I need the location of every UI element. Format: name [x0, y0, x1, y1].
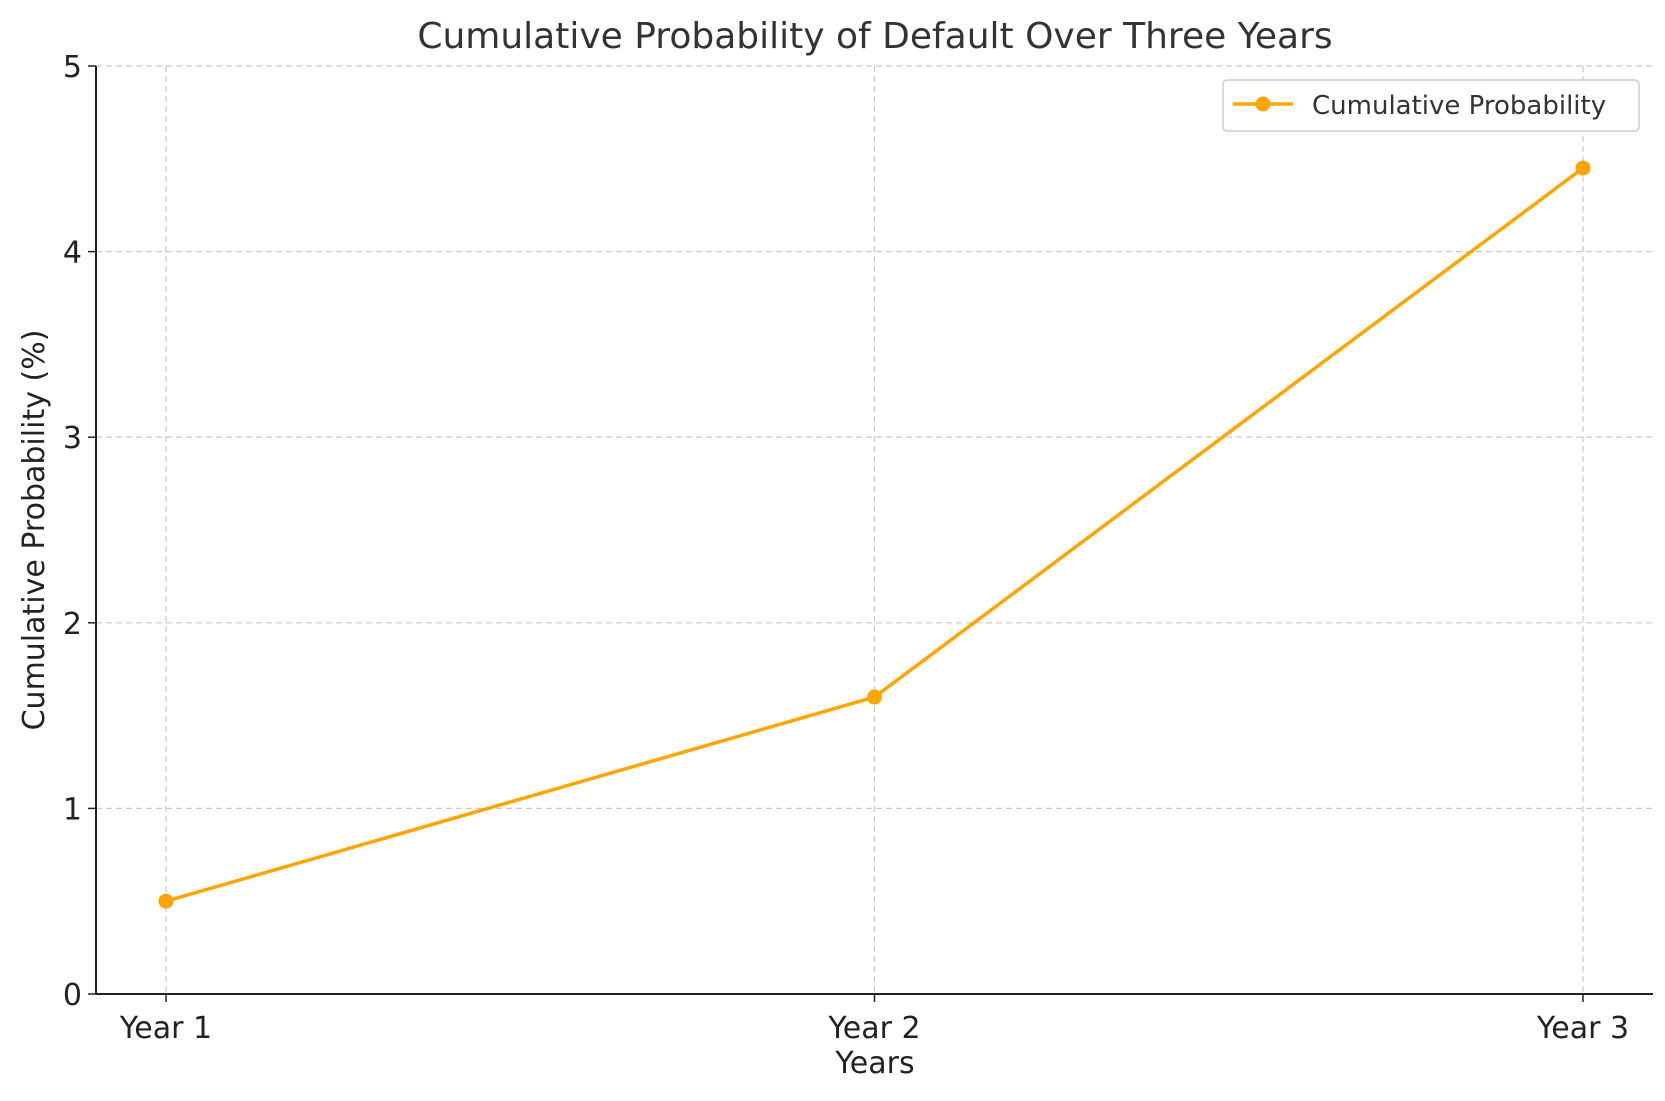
x-axis-label: Years: [834, 1046, 914, 1081]
series: [158, 160, 1591, 909]
data-point: [867, 689, 882, 705]
grid: [96, 65, 1653, 995]
y-tick-label: 2: [63, 607, 82, 642]
y-tick-label: 1: [63, 792, 82, 827]
axes: [88, 65, 1653, 1002]
legend-box: [1222, 79, 1640, 132]
legend-marker-swatch: [1255, 96, 1271, 112]
y-tick-label: 3: [63, 421, 82, 456]
x-tick-label: Year 3: [1536, 1011, 1629, 1046]
data-point: [158, 893, 174, 909]
legend-label: Cumulative Probability: [1312, 91, 1606, 121]
chart-title: Cumulative Probability of Default Over T…: [417, 16, 1332, 57]
legend: Cumulative Probability: [1222, 79, 1640, 132]
x-tick-label: Year 1: [119, 1011, 212, 1046]
y-axis-label: Cumulative Probability (%): [17, 330, 52, 731]
y-tick-label: 4: [63, 236, 82, 271]
tick-labels: 0 1 2 3 4 5 Year 1 Year 2 Year 3: [63, 50, 1629, 1046]
data-point: [1575, 160, 1591, 176]
y-tick-label: 5: [63, 50, 82, 85]
y-tick-label: 0: [63, 978, 82, 1013]
x-tick-label: Year 2: [827, 1011, 920, 1046]
